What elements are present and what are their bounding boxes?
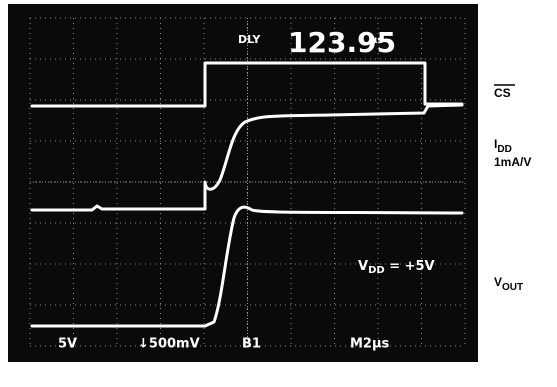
scope-screen	[8, 4, 478, 362]
idd-label: IDD	[494, 137, 512, 154]
vout-label: VOUT	[494, 275, 523, 292]
ch2-scale: ↓500mV	[138, 337, 200, 352]
ch1-scale: 5V	[58, 337, 77, 352]
supply-sub: DD	[368, 265, 385, 276]
vout-main: V	[494, 275, 502, 289]
scope-figure: DLY 123.95 μs 5V ↓500mV B1 M2μs VDD = +5…	[0, 0, 557, 387]
delay-unit: μs	[370, 35, 383, 46]
timebase: M2μs	[350, 337, 390, 352]
cs-label: CS	[494, 86, 511, 100]
bandwidth: B1	[242, 337, 261, 352]
vout-sub: OUT	[502, 282, 523, 293]
supply-rest: = +5V	[385, 259, 435, 274]
idd-scale: 1mA/V	[494, 155, 531, 169]
supply-main: V	[358, 259, 368, 274]
idd-sub: DD	[497, 144, 511, 155]
delay-label: DLY	[238, 33, 261, 46]
